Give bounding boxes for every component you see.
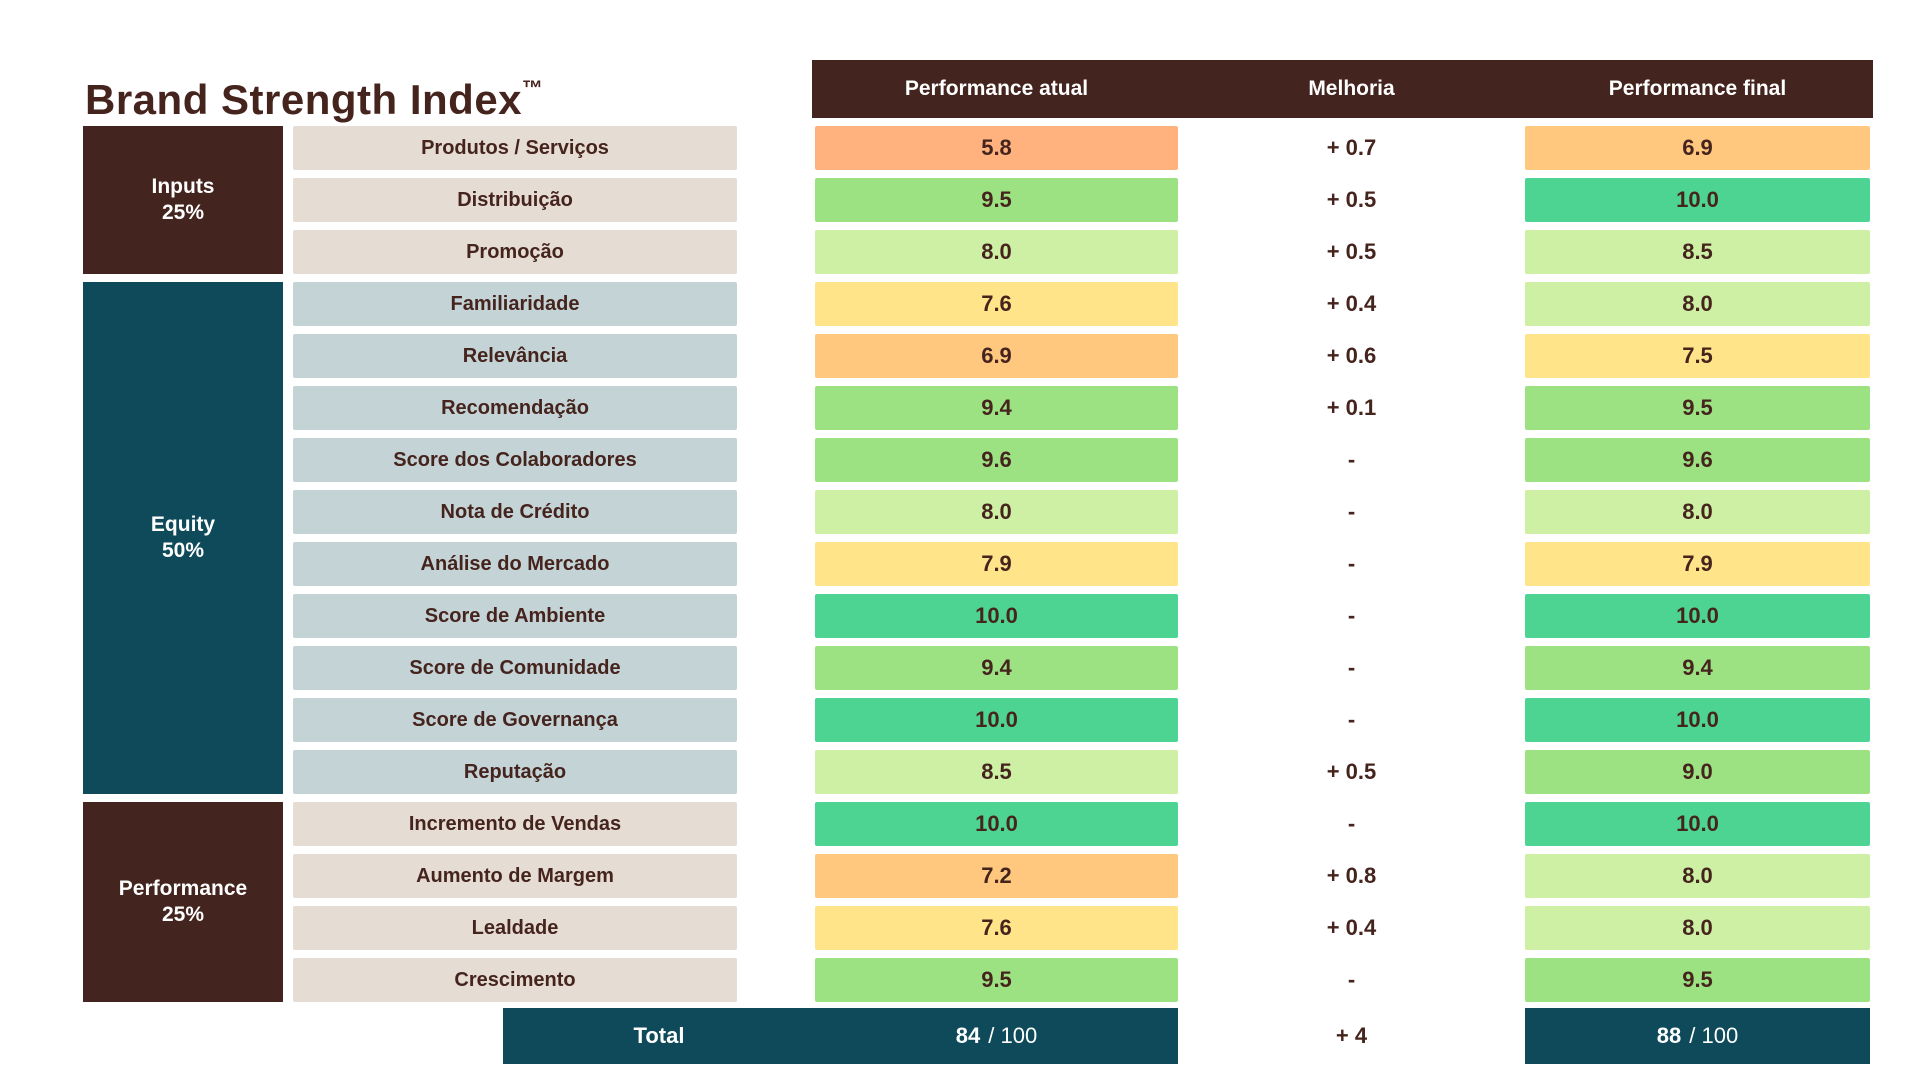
trademark-symbol: ™ — [522, 77, 544, 100]
row-label-score-de-governanca: Score de Governança — [293, 698, 737, 742]
total-current-score: 84 / 100 — [815, 1008, 1178, 1064]
total-label: Total — [633, 1023, 685, 1048]
page-title-text: Brand Strength Index — [85, 76, 523, 123]
final-score-cell-aumento-de-margem: 8.0 — [1525, 854, 1870, 898]
final-score-cell-reputacao: 9.0 — [1525, 750, 1870, 794]
total-improvement: + 4 — [1335, 1023, 1368, 1048]
current-score-cell-promocao: 8.0 — [815, 230, 1178, 274]
final-score-cell-distribuicao: 10.0 — [1525, 178, 1870, 222]
current-score-cell-analise-do-mercado: 7.9 — [815, 542, 1178, 586]
group-box-inputs: Inputs 25% — [83, 126, 283, 274]
row-label-promocao: Promoção — [293, 230, 737, 274]
row-label-lealdade: Lealdade — [293, 906, 737, 950]
final-score-cell-incremento-de-vendas: 10.0 — [1525, 802, 1870, 846]
current-score-cell-recomendacao: 9.4 — [815, 386, 1178, 430]
improvement-cell-lealdade: + 0.4 — [1326, 915, 1377, 940]
improvement-cell-familiaridade: + 0.4 — [1326, 291, 1377, 316]
final-score-cell-score-de-ambiente: 10.0 — [1525, 594, 1870, 638]
final-score-cell-relevancia: 7.5 — [1525, 334, 1870, 378]
row-label-crescimento: Crescimento — [293, 958, 737, 1002]
total-final-suffix: / 100 — [1689, 1023, 1739, 1048]
column-header-melhoria: Melhoria — [1308, 77, 1395, 100]
row-label-reputacao: Reputação — [293, 750, 737, 794]
final-score-cell-produtos-servicos: 6.9 — [1525, 126, 1870, 170]
final-score-cell-familiaridade: 8.0 — [1525, 282, 1870, 326]
improvement-cell-score-de-governanca: - — [1347, 707, 1356, 732]
current-score-cell-nota-de-credito: 8.0 — [815, 490, 1178, 534]
group-label: Performance — [118, 876, 248, 900]
page-title: Brand Strength Index™ — [85, 76, 544, 124]
improvement-cell-score-dos-colaboradores: - — [1347, 447, 1356, 472]
current-score-cell-incremento-de-vendas: 10.0 — [815, 802, 1178, 846]
final-score-cell-score-de-governanca: 10.0 — [1525, 698, 1870, 742]
current-score-cell-familiaridade: 7.6 — [815, 282, 1178, 326]
group-box-equity: Equity 50% — [83, 282, 283, 794]
group-label: Equity — [150, 512, 216, 536]
improvement-cell-distribuicao: + 0.5 — [1326, 187, 1377, 212]
total-current-suffix: / 100 — [988, 1023, 1038, 1048]
group-weight: 25% — [161, 201, 205, 224]
improvement-cell-analise-do-mercado: - — [1347, 551, 1356, 576]
current-score-cell-score-de-comunidade: 9.4 — [815, 646, 1178, 690]
current-score-cell-relevancia: 6.9 — [815, 334, 1178, 378]
current-score-cell-score-de-ambiente: 10.0 — [815, 594, 1178, 638]
row-label-relevancia: Relevância — [293, 334, 737, 378]
improvement-cell-relevancia: + 0.6 — [1326, 343, 1377, 368]
improvement-cell-crescimento: - — [1347, 967, 1356, 992]
group-label: Inputs — [151, 174, 215, 198]
column-header-performance-final: Performance final — [1608, 77, 1787, 100]
improvement-cell-promocao: + 0.5 — [1326, 239, 1377, 264]
total-current-value: 84 — [955, 1023, 981, 1048]
improvement-cell-aumento-de-margem: + 0.8 — [1326, 863, 1377, 888]
current-score-cell-score-dos-colaboradores: 9.6 — [815, 438, 1178, 482]
current-score-cell-crescimento: 9.5 — [815, 958, 1178, 1002]
group-box-performance: Performance 25% — [83, 802, 283, 1002]
final-score-cell-score-dos-colaboradores: 9.6 — [1525, 438, 1870, 482]
row-label-nota-de-credito: Nota de Crédito — [293, 490, 737, 534]
final-score-cell-nota-de-credito: 8.0 — [1525, 490, 1870, 534]
current-score-cell-produtos-servicos: 5.8 — [815, 126, 1178, 170]
row-label-score-de-comunidade: Score de Comunidade — [293, 646, 737, 690]
improvement-cell-produtos-servicos: + 0.7 — [1326, 135, 1377, 160]
improvement-cell-nota-de-credito: - — [1347, 499, 1356, 524]
row-label-analise-do-mercado: Análise do Mercado — [293, 542, 737, 586]
final-score-cell-crescimento: 9.5 — [1525, 958, 1870, 1002]
row-label-score-dos-colaboradores: Score dos Colaboradores — [293, 438, 737, 482]
total-final-bar: 88 / 100 — [1525, 1008, 1870, 1064]
improvement-cell-score-de-ambiente: - — [1347, 603, 1356, 628]
final-score-cell-analise-do-mercado: 7.9 — [1525, 542, 1870, 586]
improvement-cell-incremento-de-vendas: - — [1347, 811, 1356, 836]
row-label-incremento-de-vendas: Incremento de Vendas — [293, 802, 737, 846]
total-final-value: 88 — [1656, 1023, 1682, 1048]
group-weight: 50% — [161, 539, 205, 562]
row-label-recomendacao: Recomendação — [293, 386, 737, 430]
final-score-cell-promocao: 8.5 — [1525, 230, 1870, 274]
total-row-bar: Total 84 / 100 — [503, 1008, 1178, 1064]
column-header-performance-atual: Performance atual — [904, 77, 1089, 100]
current-score-cell-reputacao: 8.5 — [815, 750, 1178, 794]
final-score-cell-recomendacao: 9.5 — [1525, 386, 1870, 430]
row-label-score-de-ambiente: Score de Ambiente — [293, 594, 737, 638]
current-score-cell-score-de-governanca: 10.0 — [815, 698, 1178, 742]
row-label-aumento-de-margem: Aumento de Margem — [293, 854, 737, 898]
row-label-familiaridade: Familiaridade — [293, 282, 737, 326]
row-label-distribuicao: Distribuição — [293, 178, 737, 222]
current-score-cell-distribuicao: 9.5 — [815, 178, 1178, 222]
improvement-cell-reputacao: + 0.5 — [1326, 759, 1377, 784]
final-score-cell-lealdade: 8.0 — [1525, 906, 1870, 950]
table-header-bar: Performance atual Melhoria Performance f… — [812, 60, 1873, 118]
improvement-cell-recomendacao: + 0.1 — [1326, 395, 1377, 420]
current-score-cell-lealdade: 7.6 — [815, 906, 1178, 950]
group-weight: 25% — [161, 903, 205, 926]
current-score-cell-aumento-de-margem: 7.2 — [815, 854, 1178, 898]
final-score-cell-score-de-comunidade: 9.4 — [1525, 646, 1870, 690]
improvement-cell-score-de-comunidade: - — [1347, 655, 1356, 680]
row-label-produtos-servicos: Produtos / Serviços — [293, 126, 737, 170]
